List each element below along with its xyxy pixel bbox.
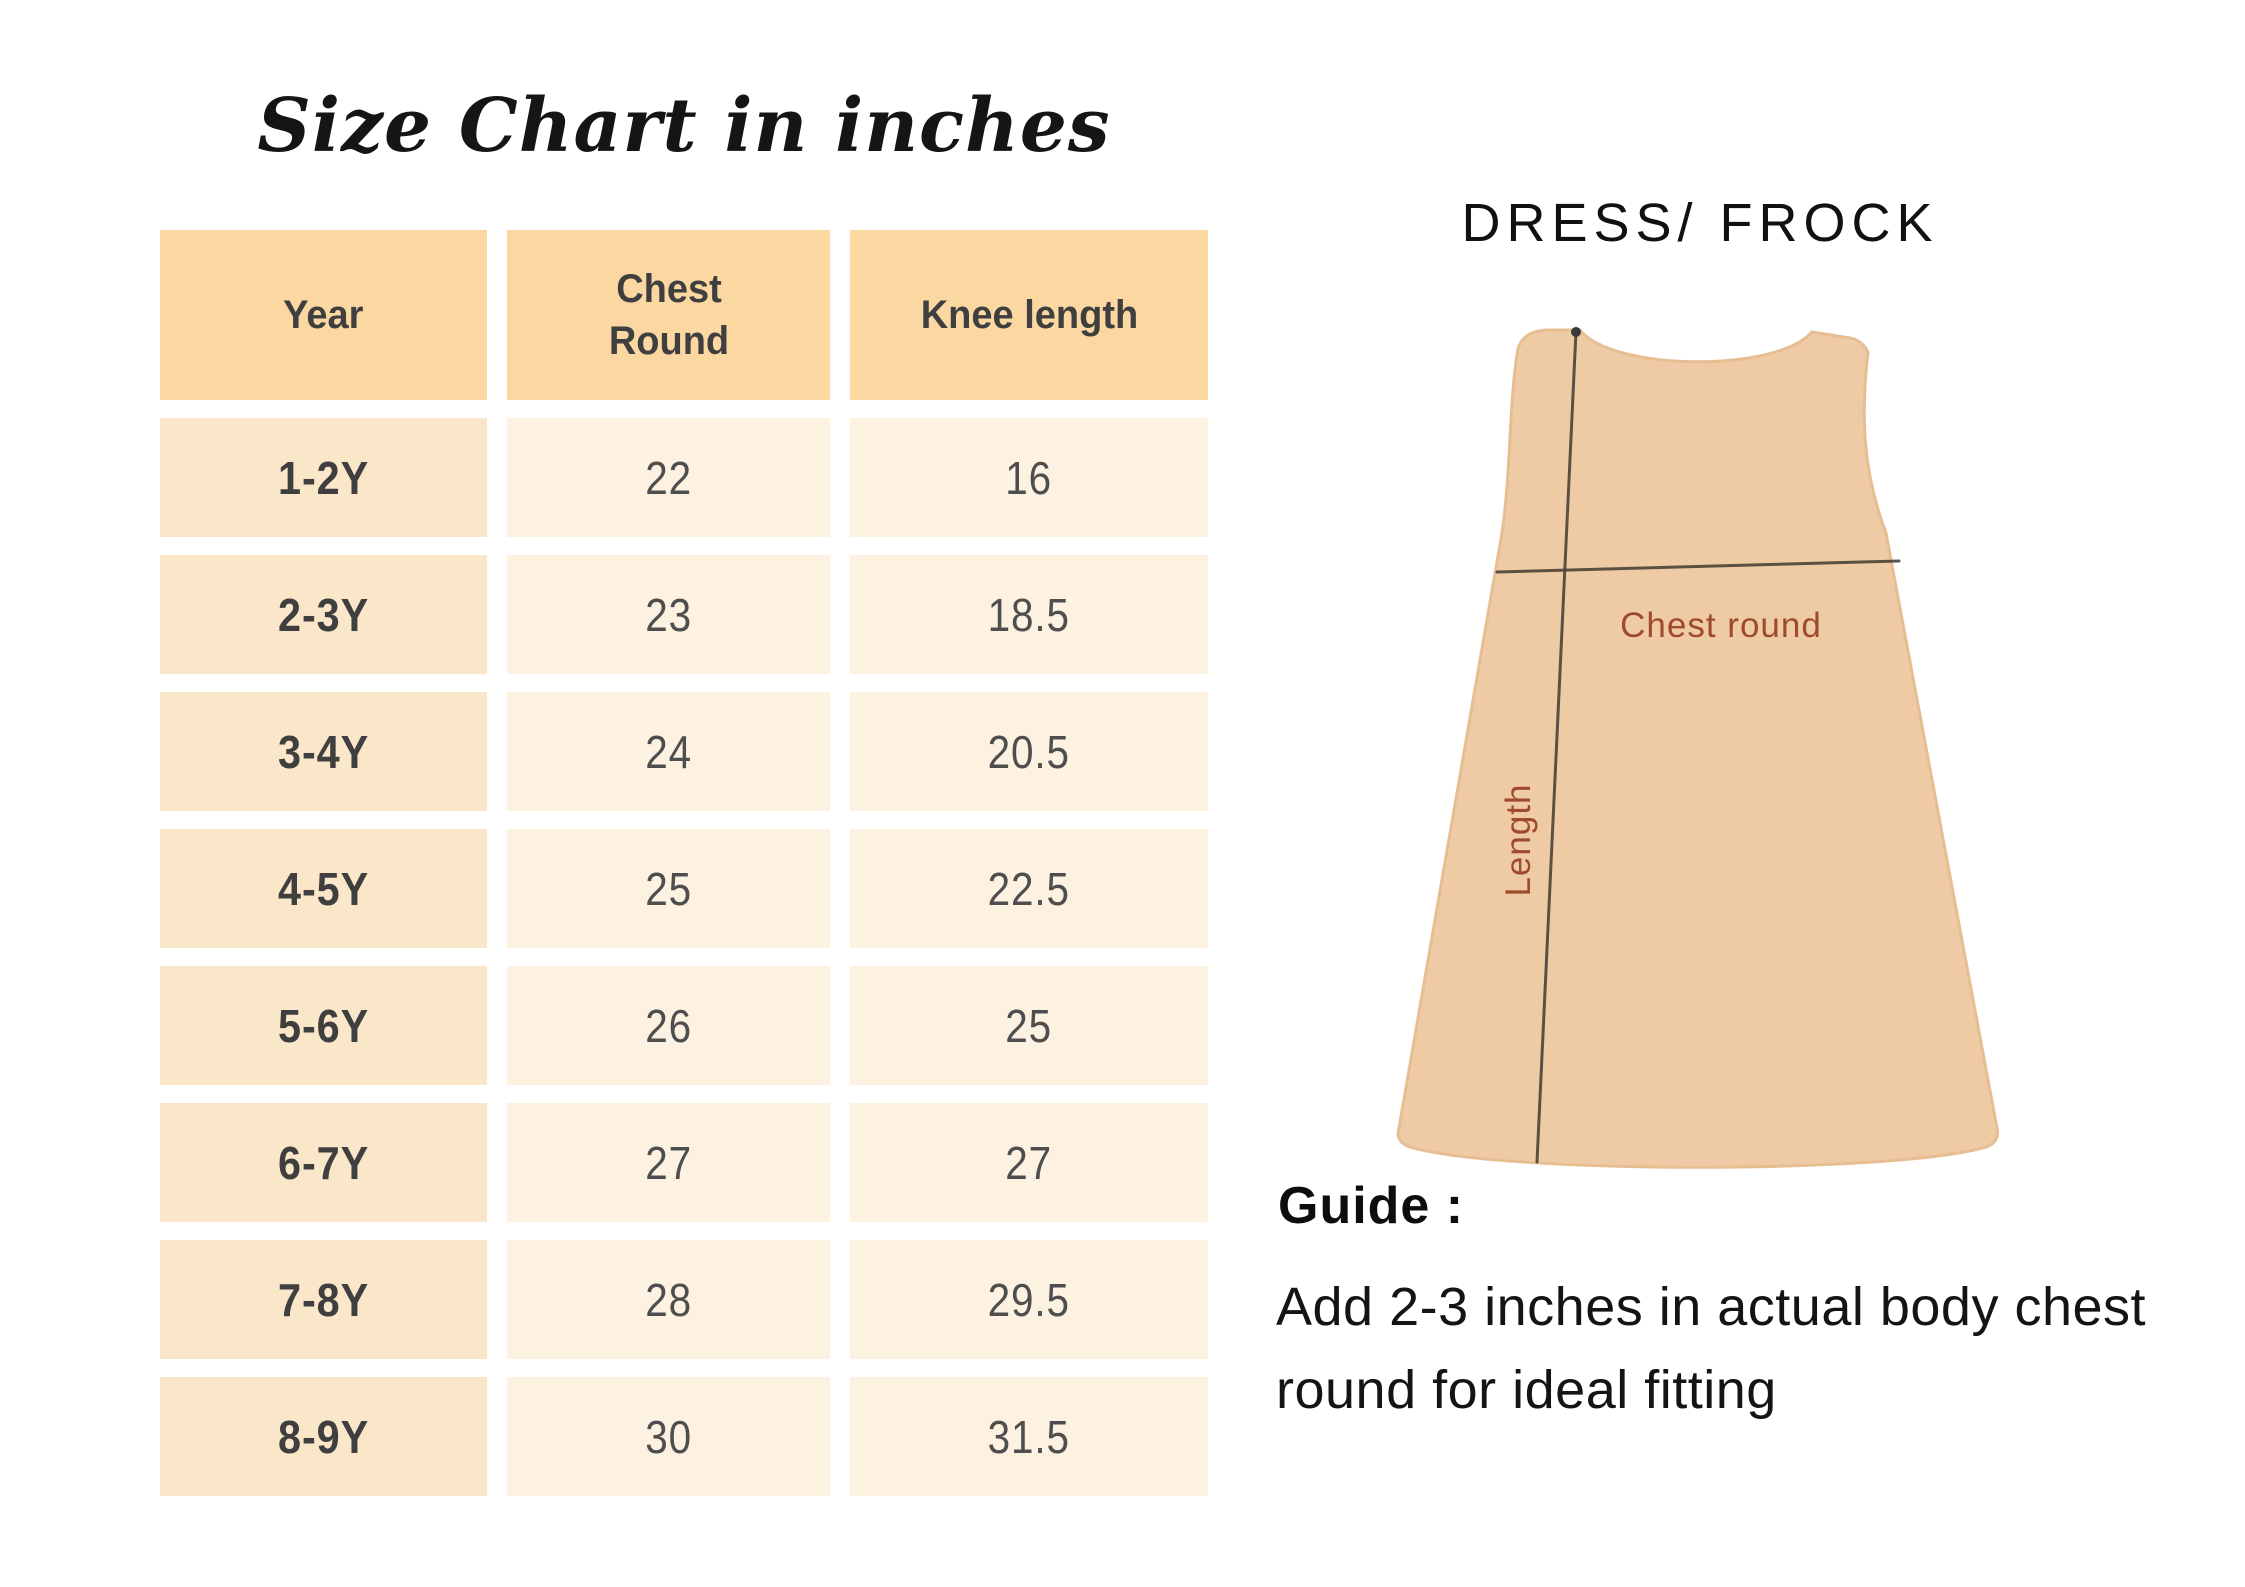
knee-length-value: 25	[1005, 999, 1053, 1052]
chest-round-cell: 22	[507, 418, 830, 537]
knee-length-value: 27	[1005, 1136, 1053, 1189]
knee-length-value: 29.5	[987, 1273, 1071, 1326]
year-cell: 1-2Y	[160, 418, 487, 537]
chest-round-value: 27	[645, 1136, 692, 1189]
chest-round-cell: 30	[507, 1377, 830, 1496]
chest-round-value: 23	[645, 588, 692, 641]
size-chart-title: Size Chart in inches	[257, 83, 1111, 169]
year-cell: 7-8Y	[160, 1240, 487, 1359]
knee-length-cell: 29.5	[850, 1240, 1208, 1359]
length-measure-line	[1535, 329, 1578, 1164]
year-value: 7-8Y	[277, 1273, 370, 1326]
year-cell: 8-9Y	[160, 1377, 487, 1496]
chest-round-cell: 27	[507, 1103, 830, 1222]
column-header-knee-length-label: Knee length	[920, 293, 1138, 337]
chest-round-cell: 28	[507, 1240, 830, 1359]
year-cell: 3-4Y	[160, 692, 487, 811]
knee-length-value: 31.5	[987, 1410, 1071, 1463]
chest-round-value: 28	[645, 1273, 692, 1326]
year-value: 4-5Y	[277, 862, 370, 915]
chest-round-value: 30	[645, 1410, 692, 1463]
garment-type-title: DRESS/ FROCK	[1461, 193, 1939, 253]
knee-length-cell: 20.5	[850, 692, 1208, 811]
knee-length-cell: 16	[850, 418, 1208, 537]
year-cell: 5-6Y	[160, 966, 487, 1085]
knee-length-value: 16	[1005, 451, 1053, 504]
length-line-anchor-dot	[1571, 327, 1581, 337]
year-value: 6-7Y	[277, 1136, 370, 1189]
dress-shape	[1396, 328, 1999, 1169]
year-value: 5-6Y	[277, 999, 370, 1052]
chest-round-cell: 26	[507, 966, 830, 1085]
year-value: 8-9Y	[277, 1410, 370, 1463]
chest-round-value: 25	[645, 862, 692, 915]
chest-round-cell: 23	[507, 555, 830, 674]
year-value: 2-3Y	[277, 588, 370, 641]
column-header-knee-length: Knee length	[850, 230, 1208, 400]
chest-round-value: 22	[645, 451, 692, 504]
knee-length-cell: 22.5	[850, 829, 1208, 948]
knee-length-cell: 25	[850, 966, 1208, 1085]
chest-round-cell: 24	[507, 692, 830, 811]
knee-length-cell: 18.5	[850, 555, 1208, 674]
year-cell: 2-3Y	[160, 555, 487, 674]
knee-length-cell: 27	[850, 1103, 1208, 1222]
year-cell: 6-7Y	[160, 1103, 487, 1222]
year-value: 1-2Y	[277, 451, 370, 504]
knee-length-cell: 31.5	[850, 1377, 1208, 1496]
dress-illustration	[1396, 327, 1999, 1169]
chest-round-label: Chest round	[1620, 606, 1822, 645]
column-header-year: Year	[160, 230, 487, 400]
year-value: 3-4Y	[277, 725, 370, 778]
chest-round-value: 26	[645, 999, 692, 1052]
chest-round-value: 24	[645, 725, 692, 778]
knee-length-value: 18.5	[987, 588, 1071, 641]
column-header-chest-round: Chest Round	[507, 230, 830, 400]
column-header-chest-round-label: Chest Round	[608, 267, 729, 363]
chest-round-cell: 25	[507, 829, 830, 948]
knee-length-value: 20.5	[987, 725, 1071, 778]
year-cell: 4-5Y	[160, 829, 487, 948]
size-table: Year Chest Round Knee length 1-2Y 22 16 …	[160, 230, 1208, 1496]
guide-heading: Guide :	[1278, 1177, 1465, 1235]
length-label: Length	[1499, 783, 1538, 897]
chest-measure-line	[1495, 559, 1901, 574]
knee-length-value: 22.5	[987, 862, 1071, 915]
column-header-year-label: Year	[283, 293, 364, 337]
guide-text: Add 2-3 inches in actual body chest roun…	[1276, 1277, 2147, 1420]
